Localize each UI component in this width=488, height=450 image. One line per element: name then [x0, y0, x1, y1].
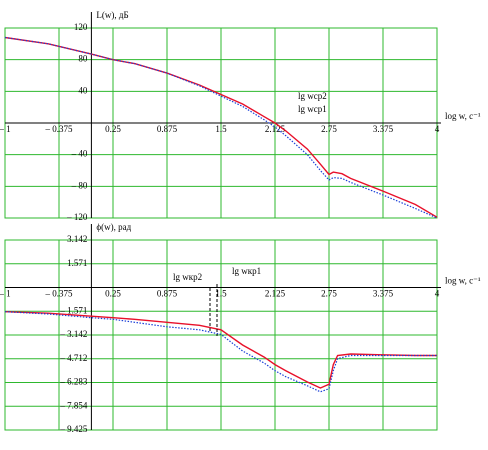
y-tick-label: 40	[78, 85, 88, 95]
y-tick-label: – 1.571	[59, 305, 87, 315]
x-tick-label: 2.125	[265, 289, 286, 299]
x-tick-label: 3.375	[373, 124, 394, 134]
x-tick-label: 3.375	[373, 289, 394, 299]
x-tick-label: 1.5	[215, 124, 227, 134]
y-tick-label: – 9.425	[59, 424, 88, 434]
x-tick-label: 1.5	[215, 289, 227, 299]
x-tick-label: 0.875	[157, 124, 178, 134]
y-tick-label: – 3.142	[59, 329, 87, 339]
series-line	[4, 311, 437, 389]
x-axis-label: log w, с⁻¹	[445, 111, 481, 121]
x-tick-label: 4	[435, 124, 440, 134]
y-tick-label: 120	[74, 22, 88, 32]
y-tick-label: – 40	[71, 149, 88, 159]
annotation: lg wср2	[298, 91, 327, 101]
y-tick-label: 1.571	[67, 258, 87, 268]
annotation: lg wср1	[298, 104, 327, 114]
annotation: lg wкр2	[173, 272, 202, 282]
y-tick-label: – 4.712	[59, 353, 87, 363]
y-tick-label: 3.142	[67, 234, 87, 244]
x-tick-label: 0.875	[157, 289, 178, 299]
x-tick-label: – 1	[0, 124, 11, 134]
y-tick-label: 80	[78, 54, 88, 64]
series-line	[4, 36, 438, 219]
y-axis-label: ϕ(w), рад	[96, 222, 131, 232]
x-tick-label: 2.75	[321, 124, 337, 134]
x-tick-label: 2.125	[265, 124, 286, 134]
y-axis-label: L(w), дБ	[96, 10, 128, 20]
x-tick-label: 4	[435, 289, 440, 299]
x-tick-label: – 0.375	[45, 124, 74, 134]
series-line	[4, 311, 437, 393]
x-axis-label: log w, с⁻¹	[445, 276, 481, 286]
x-tick-label: 0.25	[105, 289, 121, 299]
y-tick-label: – 120	[66, 212, 88, 222]
x-tick-label: – 0.375	[45, 289, 74, 299]
y-tick-label: – 6.283	[59, 377, 88, 387]
annotation: lg wкр1	[232, 266, 261, 276]
x-tick-label: – 1	[0, 289, 11, 299]
x-tick-label: 0.25	[105, 124, 121, 134]
y-tick-label: – 80	[71, 180, 88, 190]
y-tick-label: – 7.854	[59, 400, 88, 410]
x-tick-label: 2.75	[321, 289, 337, 299]
